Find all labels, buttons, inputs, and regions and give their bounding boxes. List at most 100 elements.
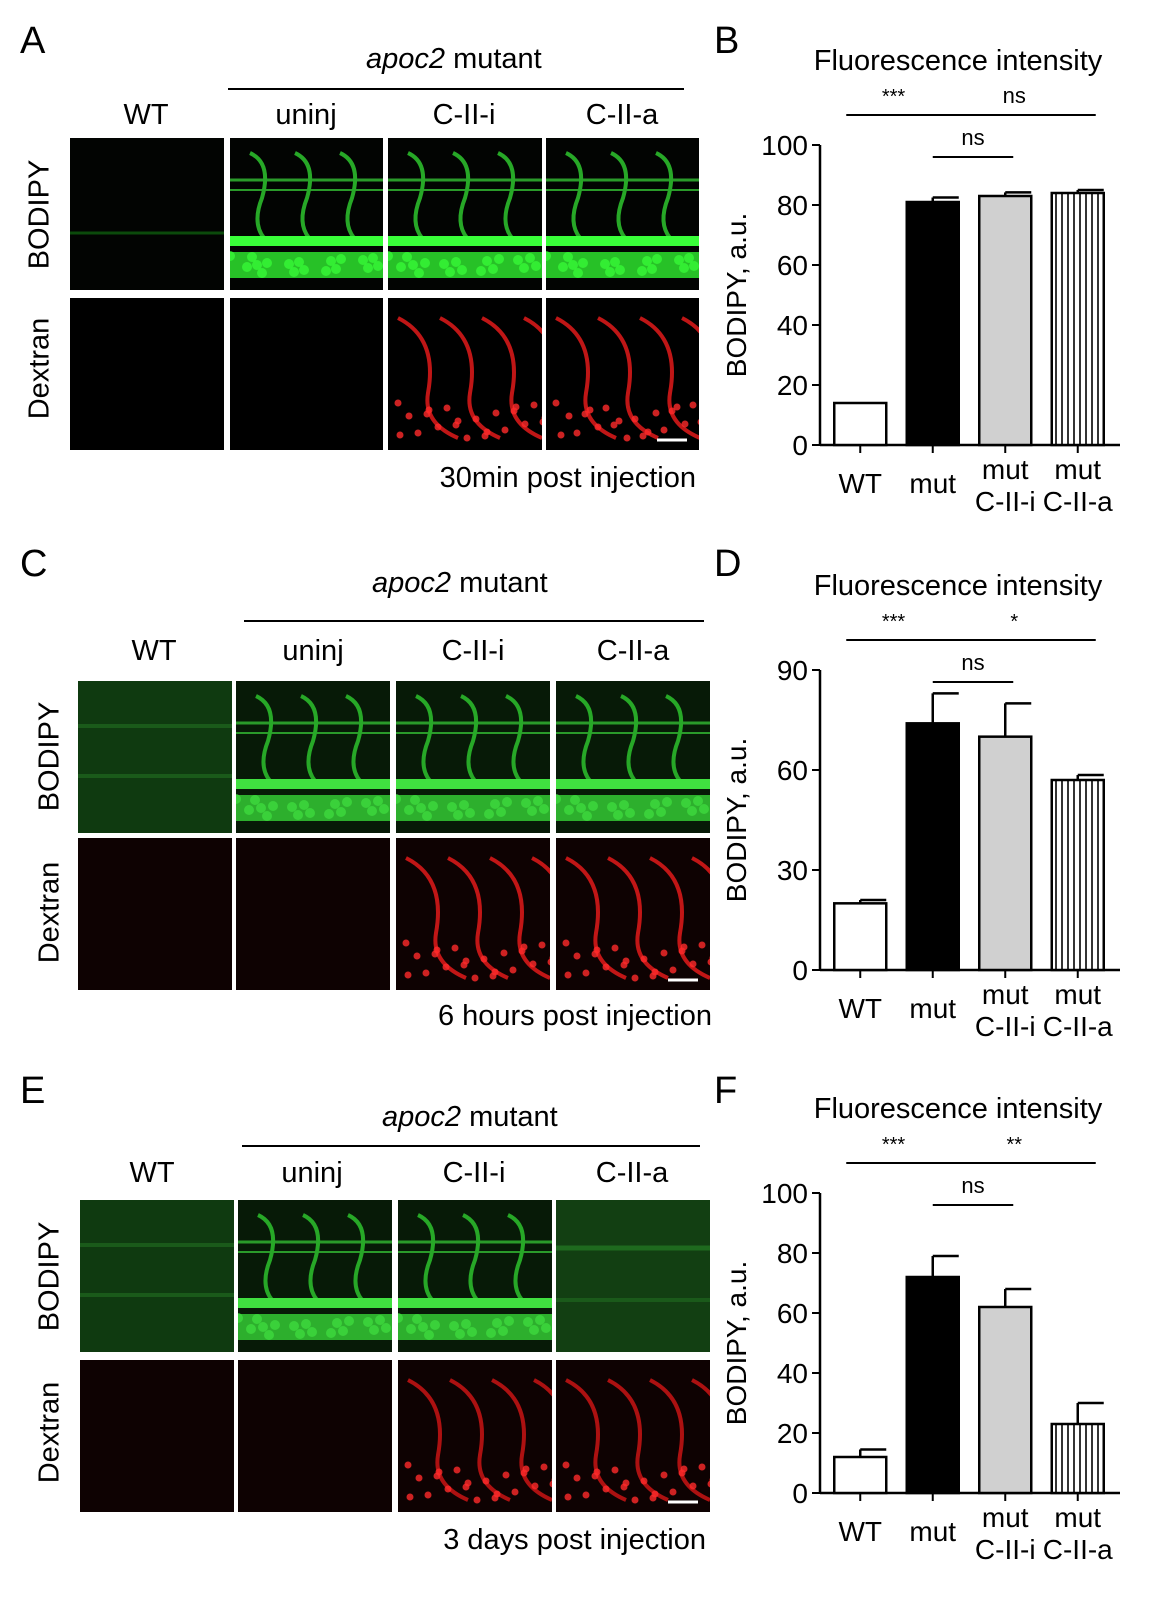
y-tick-label: 80 [777, 1238, 808, 1269]
col-header-uninj-c: uninj [282, 635, 344, 667]
bar [978, 194, 1033, 447]
micrograph-dextran-c2i-c [396, 838, 550, 990]
micrograph-bodipy-wt-a [70, 138, 224, 290]
y-tick-label: 40 [777, 310, 808, 341]
bar [905, 200, 960, 447]
row-label-dextran-e: Dextran [33, 1381, 66, 1484]
col-header-c2i-a: C-II-i [432, 99, 496, 131]
x-category-label: mut [1054, 979, 1101, 1010]
y-tick-label: 0 [792, 430, 808, 461]
col-header-wt-a: WT [123, 99, 169, 131]
y-tick-label: 0 [792, 955, 808, 986]
bar-chart-d: Fluorescence intensity BODIPY, a.u. 0 30 60 9… [721, 570, 1120, 1042]
bar-chart-f: Fluorescence intensity BODIPY, a.u. 0 20 40 6… [721, 1093, 1120, 1565]
x-category-label: mut [1054, 1502, 1101, 1533]
row-label-dextran-a: Dextran [23, 317, 56, 420]
y-tick-label: 80 [777, 190, 808, 221]
row-label-bodipy-e: BODIPY [33, 1221, 66, 1332]
significance-label: *** [882, 1134, 906, 1156]
micrograph-dextran-c2a-c [556, 838, 710, 990]
timepoint-caption-e: 3 days post injection [443, 1524, 706, 1556]
x-category-label: mut [909, 993, 956, 1024]
micrograph-bodipy-uninj-e [238, 1200, 392, 1352]
significance-label: ** [1006, 1134, 1022, 1156]
bar [905, 722, 960, 972]
micrograph-dextran-c2i-a [388, 298, 542, 450]
y-axis-label: BODIPY, a.u. [721, 213, 752, 377]
col-header-wt-c: WT [131, 635, 177, 667]
group-bracket-e [242, 1145, 700, 1147]
bar [978, 1305, 1033, 1495]
bar [833, 902, 888, 972]
significance-label: ns [961, 125, 984, 150]
micrograph-bodipy-c2i-e [398, 1200, 552, 1352]
micrograph-bodipy-uninj-c [236, 681, 390, 833]
timepoint-caption-c: 6 hours post injection [437, 1000, 712, 1032]
y-tick-label: 60 [777, 250, 808, 281]
micrograph-bodipy-wt-e [80, 1200, 234, 1352]
x-category-label: mut [982, 979, 1029, 1010]
micrograph-bodipy-c2i-c [396, 681, 550, 833]
y-axis-label: BODIPY, a.u. [721, 1261, 752, 1425]
col-header-uninj-e: uninj [281, 1157, 343, 1189]
micrograph-bodipy-c2a-a [546, 138, 699, 290]
micrograph-dextran-uninj-e [238, 1360, 392, 1512]
significance-label: ns [1003, 83, 1026, 108]
micrograph-dextran-c2a-a [546, 298, 699, 450]
group-bracket-c [244, 620, 704, 622]
x-category-label: C-II-i [975, 1011, 1036, 1042]
group-header-a: apoc2 mutant [366, 43, 542, 75]
panel-label-c: C [20, 543, 48, 585]
micrograph-dextran-uninj-a [230, 298, 383, 450]
col-header-c2i-c: C-II-i [441, 635, 505, 667]
x-category-label: C-II-a [1043, 1011, 1113, 1042]
bar [1050, 1422, 1105, 1495]
x-category-label: C-II-a [1043, 1534, 1113, 1565]
y-tick-label: 20 [777, 1418, 808, 1449]
micrograph-dextran-wt-c [78, 838, 232, 990]
group-header-c: apoc2 mutant [372, 567, 548, 599]
significance-label: ns [961, 650, 984, 675]
chart-title: Fluorescence intensity [814, 45, 1103, 77]
significance-label: *** [882, 86, 906, 108]
bar [905, 1275, 960, 1495]
col-header-c2a-e: C-II-a [595, 1157, 669, 1189]
row-label-bodipy-a: BODIPY [23, 159, 56, 270]
x-category-label: mut [909, 1516, 956, 1547]
row-label-dextran-c: Dextran [33, 861, 66, 964]
timepoint-caption-a: 30min post injection [439, 462, 696, 494]
y-tick-label: 100 [761, 130, 808, 161]
panel-label-a: A [20, 20, 46, 62]
group-header-e: apoc2 mutant [382, 1101, 558, 1133]
y-tick-label: 0 [792, 1478, 808, 1509]
micrograph-dextran-wt-e [80, 1360, 234, 1512]
panel-label-b: B [714, 20, 740, 62]
x-category-label: mut [1054, 454, 1101, 485]
micrograph-dextran-wt-a [70, 298, 224, 450]
bar-chart-b: Fluorescence intensity BODIPY, a.u. 0 20 40 6… [721, 45, 1120, 517]
micrograph-bodipy-c2a-c [556, 681, 710, 833]
y-tick-label: 30 [777, 855, 808, 886]
row-label-bodipy-c: BODIPY [33, 701, 66, 812]
x-category-label: C-II-i [975, 486, 1036, 517]
chart-title: Fluorescence intensity [814, 1093, 1103, 1125]
micrograph-bodipy-wt-c [78, 681, 232, 833]
x-category-label: C-II-a [1043, 486, 1113, 517]
bar [833, 1455, 888, 1495]
micrograph-bodipy-c2a-e [556, 1200, 710, 1352]
bar [833, 401, 888, 447]
x-category-label: WT [838, 468, 882, 499]
y-tick-label: 40 [777, 1358, 808, 1389]
col-header-wt-e: WT [129, 1157, 175, 1189]
micrograph-dextran-c2i-e [398, 1360, 552, 1512]
panel-label-f: F [714, 1070, 738, 1112]
x-category-label: WT [838, 993, 882, 1024]
y-tick-label: 90 [777, 655, 808, 686]
bar [1050, 778, 1105, 972]
y-axis-label: BODIPY, a.u. [721, 738, 752, 902]
col-header-uninj-a: uninj [275, 99, 337, 131]
significance-label: ns [961, 1173, 984, 1198]
x-category-label: mut [909, 468, 956, 499]
col-header-c2a-c: C-II-a [596, 635, 670, 667]
x-category-label: WT [838, 1516, 882, 1547]
